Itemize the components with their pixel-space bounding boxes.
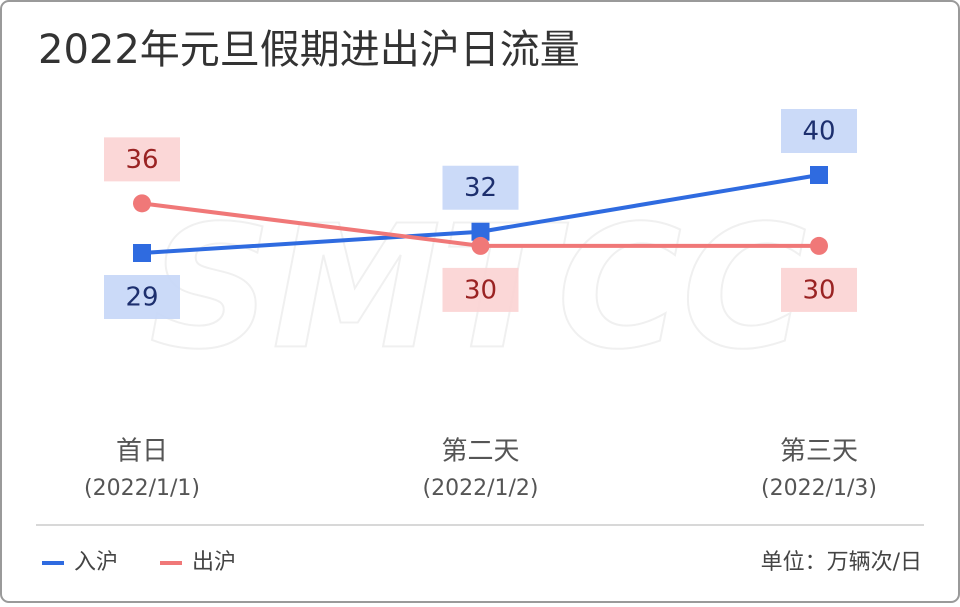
- x-tick-label: 第三天: [780, 437, 858, 467]
- unit-label: 单位：万辆次/日: [761, 550, 922, 575]
- value-label: 36: [125, 145, 158, 175]
- value-label-box: [781, 267, 857, 312]
- point: [471, 222, 490, 241]
- value-label-box: [104, 137, 180, 182]
- point: [133, 244, 151, 262]
- value-label: 32: [464, 173, 497, 203]
- x-tick-label: 首日: [116, 437, 168, 467]
- value-label: 30: [802, 275, 835, 305]
- chart-title: 2022年元旦假期进出沪日流量: [38, 27, 580, 73]
- value-label-box: [781, 109, 857, 153]
- value-label: 40: [802, 117, 835, 147]
- legend-label: 出沪: [192, 550, 236, 575]
- legend-label: 入沪: [74, 550, 118, 575]
- x-tick-label: 第二天: [441, 437, 519, 467]
- value-label-box: [104, 275, 180, 319]
- point: [471, 236, 490, 255]
- point: [810, 166, 828, 184]
- point: [810, 236, 828, 255]
- value-label: 30: [464, 275, 497, 305]
- x-tick-date: (2022/1/2): [423, 476, 539, 501]
- value-label: 29: [125, 283, 158, 313]
- point: [133, 194, 151, 213]
- x-tick-date: (2022/1/3): [761, 476, 877, 501]
- value-label-box: [442, 267, 519, 312]
- x-tick-date: (2022/1/1): [84, 476, 200, 501]
- value-label-box: [442, 165, 519, 210]
